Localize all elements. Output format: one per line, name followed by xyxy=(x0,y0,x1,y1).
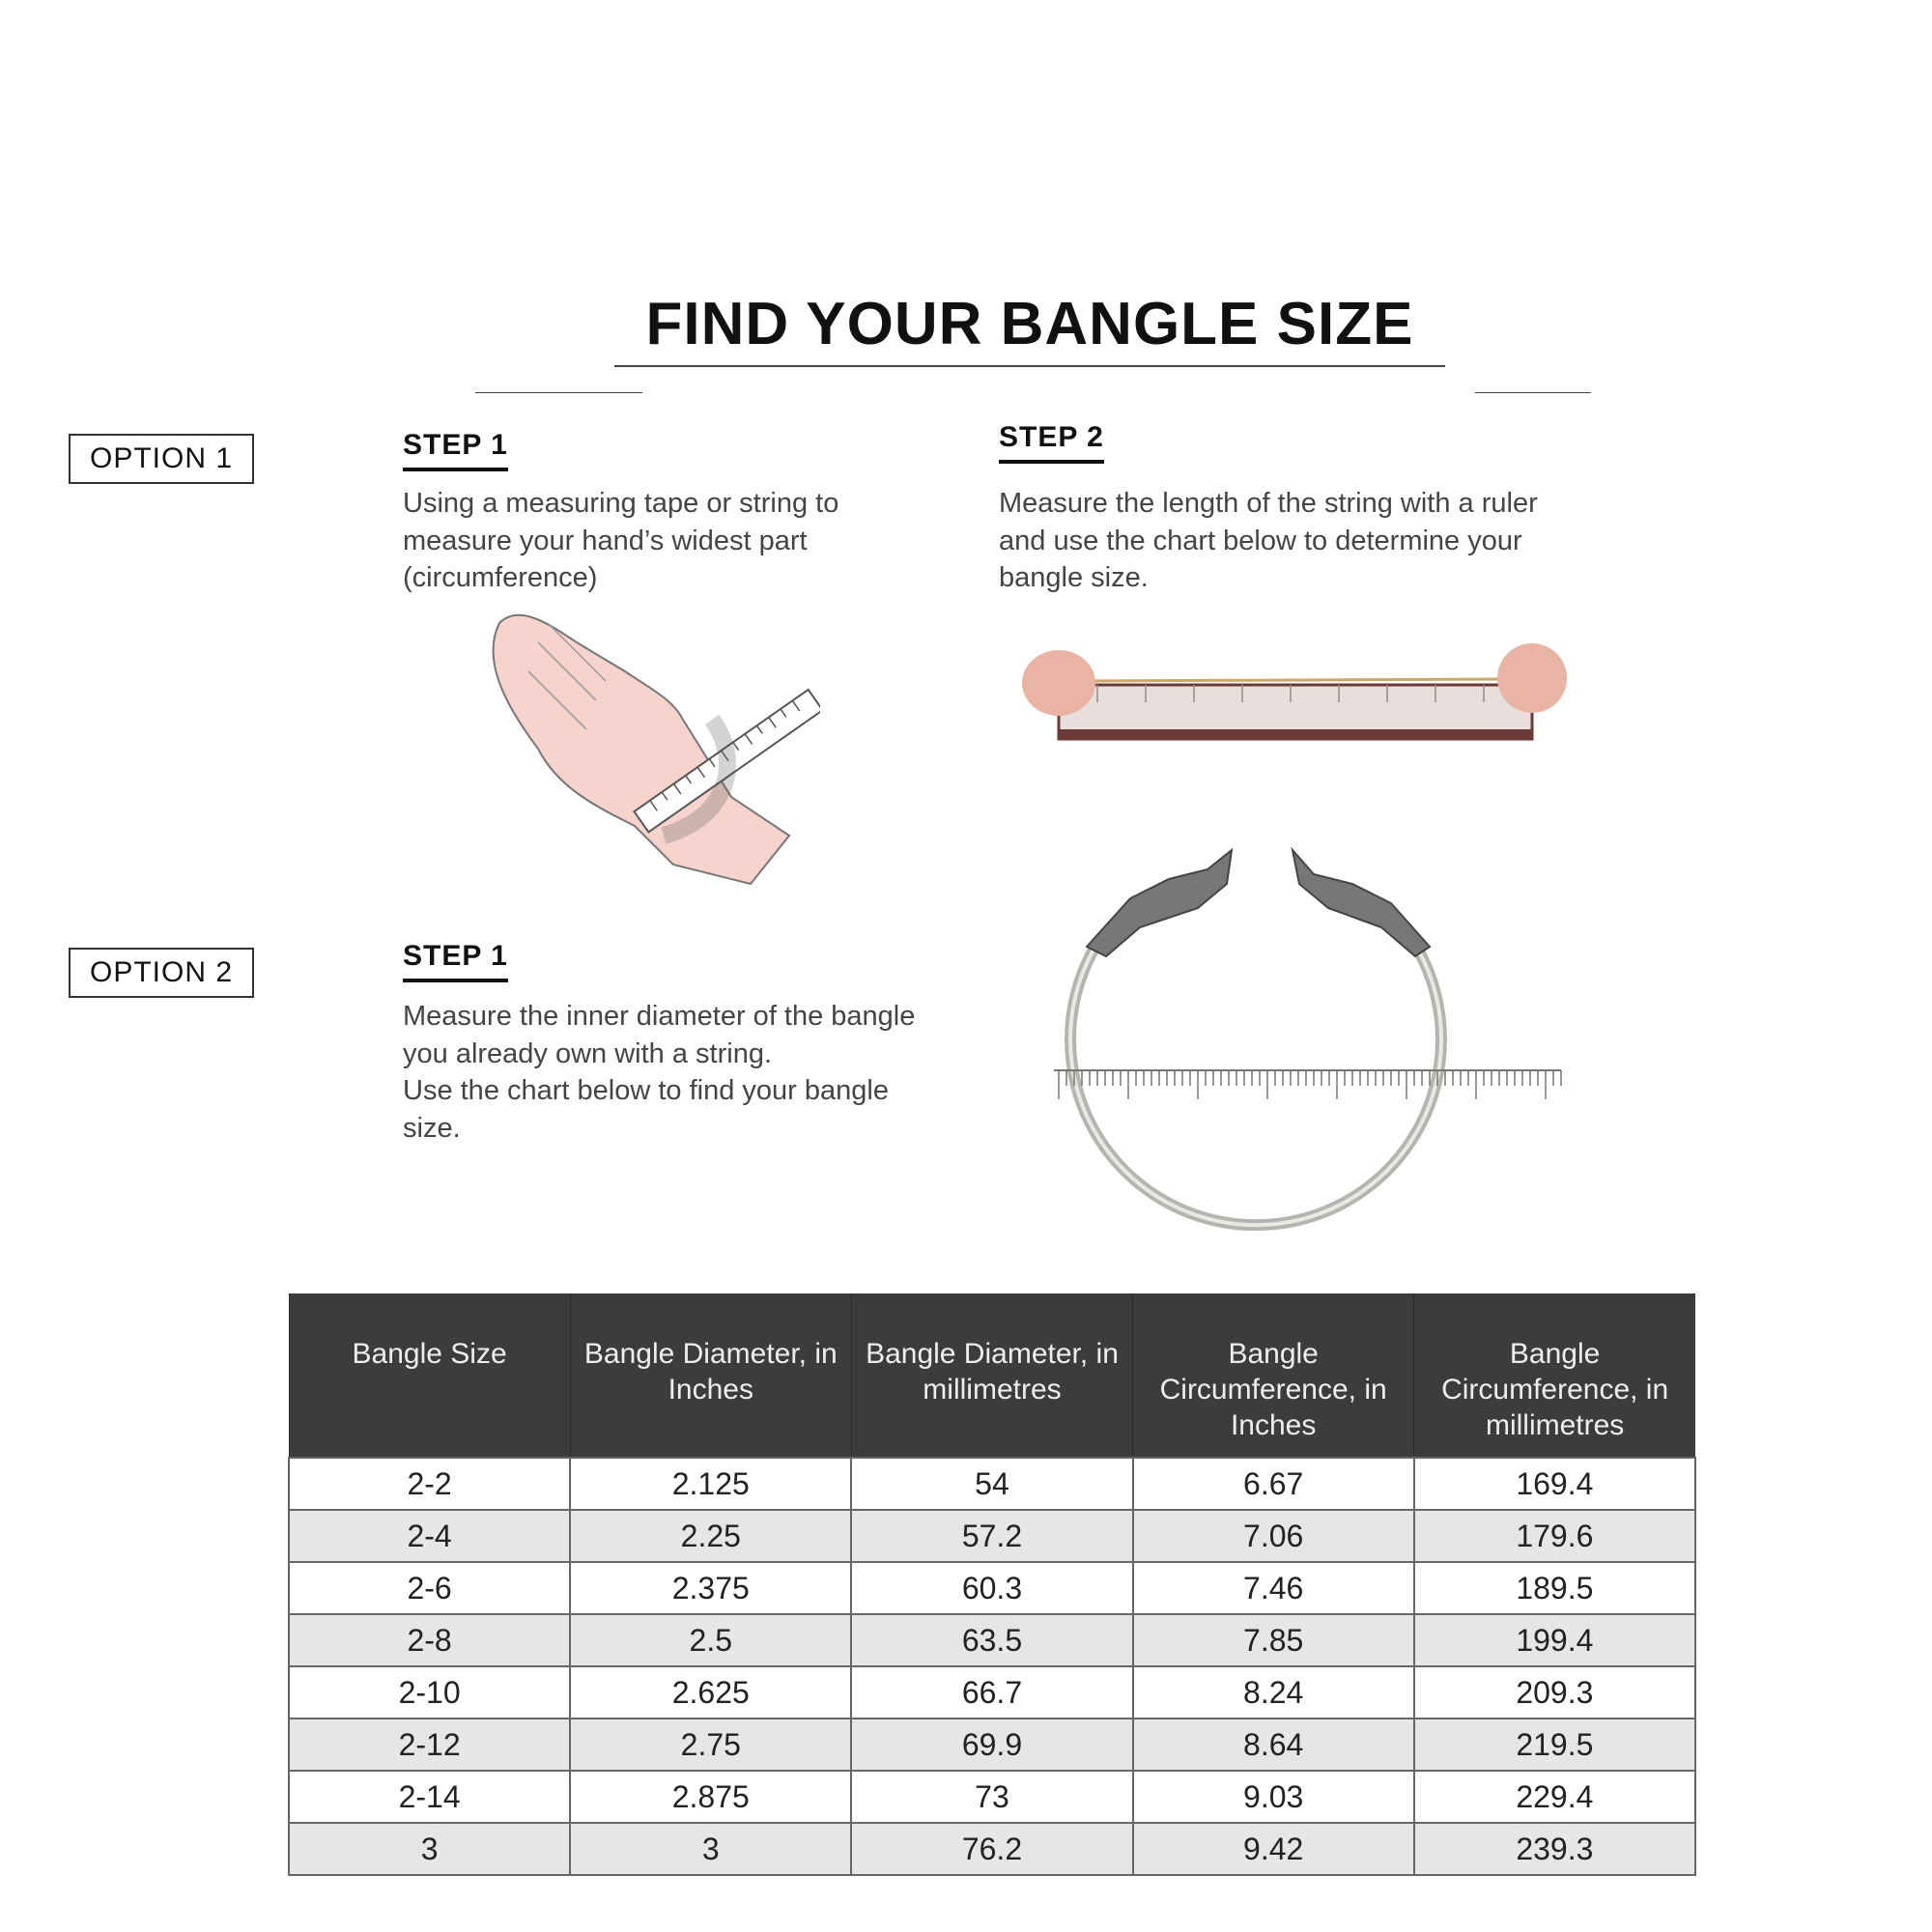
divider-left xyxy=(475,392,642,393)
table-row: 2-8 2.5 63.5 7.85 199.4 xyxy=(287,1613,1697,1667)
table-cell: 2-2 xyxy=(287,1457,572,1511)
table-cell: 2-12 xyxy=(287,1718,572,1772)
table-cell: 8.24 xyxy=(1131,1665,1415,1719)
page-title: FIND YOUR BANGLE SIZE xyxy=(645,291,1414,357)
table-cell: 199.4 xyxy=(1412,1613,1697,1667)
desc-line: Using a measuring tape or string to xyxy=(403,488,839,519)
desc-line: size. xyxy=(403,1112,461,1144)
option-2-label: OPTION 2 xyxy=(69,948,254,998)
desc-line: (circumference) xyxy=(403,562,598,593)
table-cell: 239.3 xyxy=(1412,1822,1697,1876)
table-row: 2-10 2.625 66.7 8.24 209.3 xyxy=(287,1665,1697,1719)
step-heading: STEP 2 xyxy=(999,421,1104,464)
table-row: 2-4 2.25 57.2 7.06 179.6 xyxy=(287,1509,1697,1563)
table-cell: 169.4 xyxy=(1412,1457,1697,1511)
divider-right xyxy=(1475,392,1591,393)
table-cell: 2.75 xyxy=(569,1718,853,1772)
table-cell: 2-8 xyxy=(287,1613,572,1667)
table-cell: 209.3 xyxy=(1412,1665,1697,1719)
table-cell: 3 xyxy=(569,1822,853,1876)
column-header: Bangle Diameter, in millimetres xyxy=(850,1293,1133,1458)
table-row: 2-12 2.75 69.9 8.64 219.5 xyxy=(287,1718,1697,1772)
table-cell: 57.2 xyxy=(850,1509,1134,1563)
table-cell: 60.3 xyxy=(850,1561,1134,1615)
hand-measuring-illustration xyxy=(492,613,820,886)
table-cell: 2.875 xyxy=(569,1770,853,1824)
table-cell: 9.03 xyxy=(1131,1770,1415,1824)
table-cell: 7.06 xyxy=(1131,1509,1415,1563)
table-cell: 229.4 xyxy=(1412,1770,1697,1824)
table-cell: 2.375 xyxy=(569,1561,853,1615)
table-cell: 3 xyxy=(287,1822,572,1876)
desc-line: measure your hand’s widest part xyxy=(403,525,808,556)
table-cell: 2-10 xyxy=(287,1665,572,1719)
column-header: Bangle Diameter, in Inches xyxy=(569,1293,852,1458)
step-description: Using a measuring tape or string to meas… xyxy=(403,485,838,597)
table-cell: 189.5 xyxy=(1412,1561,1697,1615)
table-cell: 54 xyxy=(850,1457,1134,1511)
table-cell: 2.5 xyxy=(569,1613,853,1667)
table-cell: 2-14 xyxy=(287,1770,572,1824)
table-cell: 179.6 xyxy=(1412,1509,1697,1563)
option-1-label: OPTION 1 xyxy=(69,434,254,484)
desc-line: bangle size. xyxy=(999,562,1149,593)
table-row: 2-6 2.375 60.3 7.46 189.5 xyxy=(287,1561,1697,1615)
column-header: Bangle Size xyxy=(288,1293,571,1458)
table-cell: 219.5 xyxy=(1412,1718,1697,1772)
table-row: 2-14 2.875 73 9.03 229.4 xyxy=(287,1770,1697,1824)
table-cell: 7.85 xyxy=(1131,1613,1415,1667)
table-row: 3 3 76.2 9.42 239.3 xyxy=(287,1822,1697,1876)
table-cell: 7.46 xyxy=(1131,1561,1415,1615)
step-heading: STEP 1 xyxy=(403,940,508,982)
table-cell: 66.7 xyxy=(850,1665,1134,1719)
desc-line: Measure the length of the string with a … xyxy=(999,488,1538,519)
step-heading: STEP 1 xyxy=(403,429,508,471)
table-header-row: Bangle Size Bangle Diameter, in Inches B… xyxy=(288,1293,1695,1458)
column-header: Bangle Circumference, in millimetres xyxy=(1413,1293,1695,1458)
desc-line: and use the chart below to determine you… xyxy=(999,525,1522,556)
step-description: Measure the length of the string with a … xyxy=(999,485,1538,597)
option-1-step-2: STEP 2 Measure the length of the string … xyxy=(999,421,1538,597)
table-cell: 6.67 xyxy=(1131,1457,1415,1511)
step-description: Measure the inner diameter of the bangle… xyxy=(403,998,915,1147)
table-cell: 73 xyxy=(850,1770,1134,1824)
table-cell: 2-4 xyxy=(287,1509,572,1563)
desc-line: Use the chart below to find your bangle xyxy=(403,1075,889,1106)
option-1-step-1: STEP 1 Using a measuring tape or string … xyxy=(403,429,838,597)
table-cell: 69.9 xyxy=(850,1718,1134,1772)
title-underline xyxy=(614,365,1445,367)
desc-line: you already own with a string. xyxy=(403,1037,773,1069)
table-cell: 2.25 xyxy=(569,1509,853,1563)
column-header: Bangle Circumference, in Inches xyxy=(1132,1293,1414,1458)
table-cell: 2-6 xyxy=(287,1561,572,1615)
desc-line: Measure the inner diameter of the bangle xyxy=(403,1001,916,1032)
ruler-string-illustration xyxy=(1022,643,1567,741)
bangle-illustration xyxy=(1054,846,1562,1232)
table-row: 2-2 2.125 54 6.67 169.4 xyxy=(287,1457,1697,1511)
option-2-step-1: STEP 1 Measure the inner diameter of the… xyxy=(403,940,915,1147)
table-cell: 76.2 xyxy=(850,1822,1134,1876)
bangle-size-table: Bangle Size Bangle Diameter, in Inches B… xyxy=(287,1293,1697,1876)
table-cell: 8.64 xyxy=(1131,1718,1415,1772)
table-cell: 2.125 xyxy=(569,1457,853,1511)
table-cell: 63.5 xyxy=(850,1613,1134,1667)
table-cell: 2.625 xyxy=(569,1665,853,1719)
table-cell: 9.42 xyxy=(1131,1822,1415,1876)
